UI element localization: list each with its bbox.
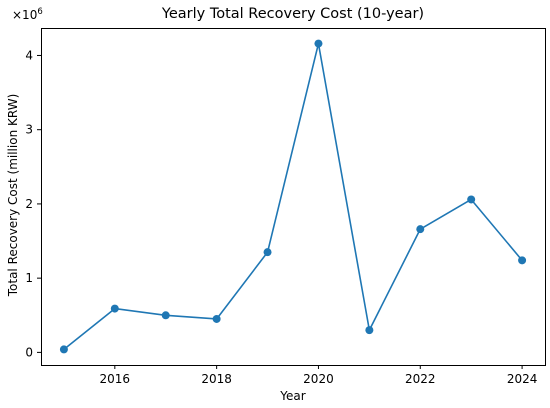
y-tick-label: 3	[25, 123, 33, 137]
chart-title: Yearly Total Recovery Cost (10-year)	[161, 6, 424, 22]
plot-area-frame	[41, 28, 546, 366]
x-tick-label: 2022	[405, 372, 436, 386]
data-point-2017	[161, 311, 170, 320]
x-tick-label: 2016	[100, 372, 131, 386]
data-point-2024	[518, 256, 527, 265]
data-point-2015	[59, 345, 68, 354]
offset-exponent: 6	[37, 7, 42, 17]
data-point-2019	[263, 248, 272, 257]
data-point-2016	[110, 304, 119, 313]
x-tick-label: 2024	[507, 372, 538, 386]
svg-text:×106: ×106	[12, 7, 43, 22]
y-tick-label: 2	[25, 197, 33, 211]
y-tick-label: 1	[25, 271, 33, 285]
y-axis-label: Total Recovery Cost (million KRW)	[6, 94, 20, 298]
x-axis-label: Year	[279, 389, 305, 403]
data-point-2020	[314, 39, 323, 48]
data-point-2018	[212, 314, 221, 323]
offset-multiplier: ×10	[12, 8, 37, 22]
data-point-2021	[365, 326, 374, 335]
series-line	[63, 42, 523, 351]
series-group	[59, 39, 527, 354]
data-point-2022	[416, 225, 425, 234]
y-tick-label: 0	[25, 345, 33, 359]
y-axis-offset-text: ×106	[12, 7, 43, 22]
y-tick-label: 4	[25, 48, 33, 62]
x-tick-label: 2020	[303, 372, 334, 386]
data-point-2023	[467, 195, 476, 204]
x-tick-label: 2018	[201, 372, 232, 386]
axis-ticks: 2016 2018 2020 2022 2024 0 1 2 3 4	[25, 48, 537, 386]
